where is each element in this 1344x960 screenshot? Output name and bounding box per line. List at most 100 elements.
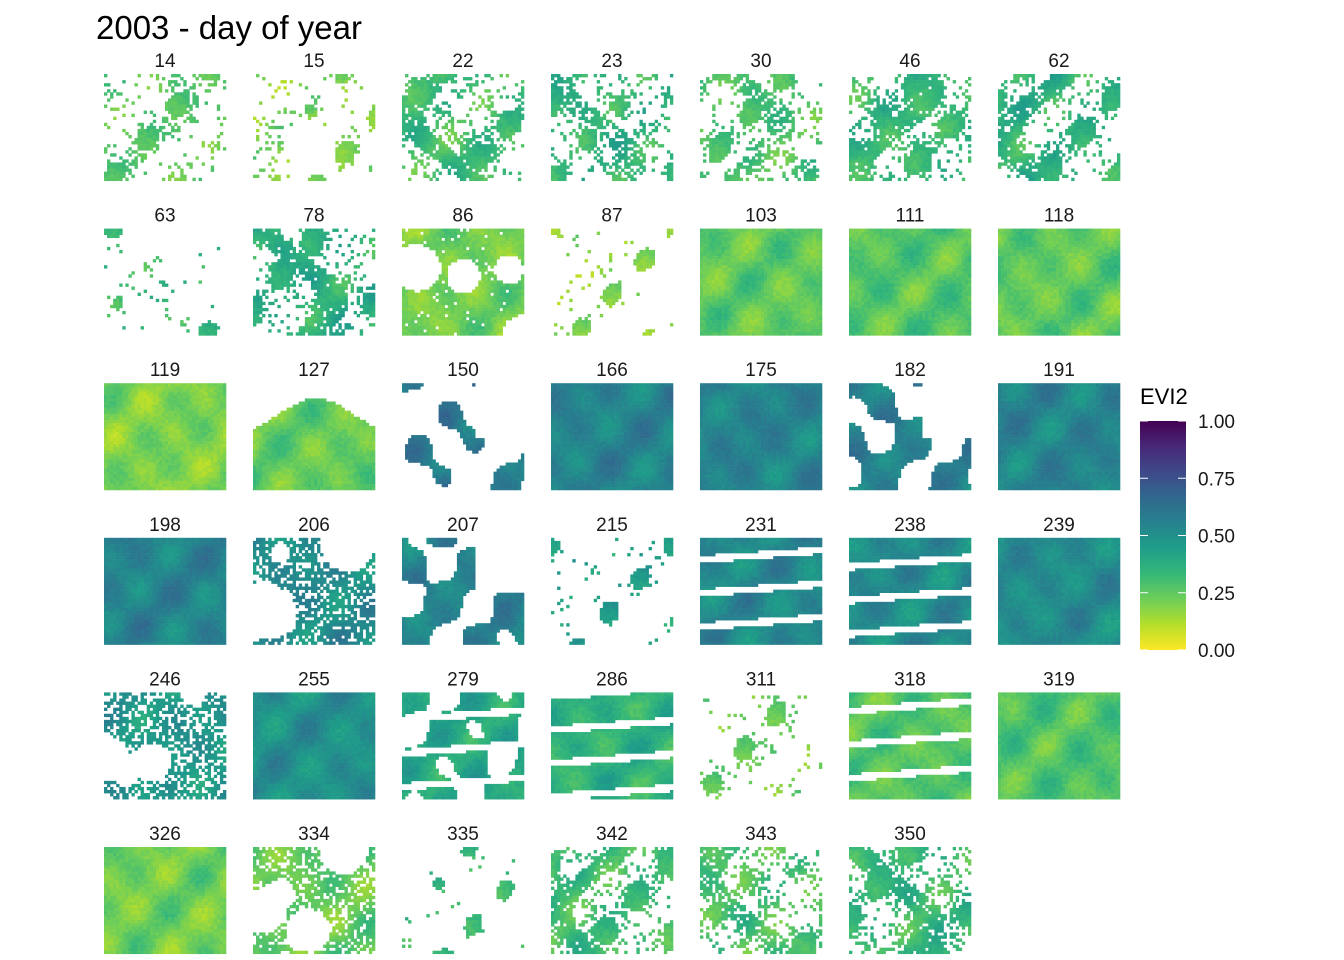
raster-cell <box>408 86 411 89</box>
raster-cell <box>180 105 183 108</box>
raster-cell <box>408 89 411 92</box>
raster-cell <box>144 141 147 144</box>
raster-cell <box>497 253 500 256</box>
raster-cell <box>107 159 110 162</box>
raster-cell <box>131 101 134 104</box>
raster-cell <box>314 98 317 101</box>
raster-cell <box>889 117 892 120</box>
raster-cell <box>560 95 563 98</box>
raster-cell <box>317 329 320 332</box>
raster-cell <box>110 172 113 175</box>
raster-cell <box>1090 129 1093 132</box>
raster-cell <box>506 95 509 98</box>
raster-cell <box>1056 86 1059 89</box>
raster-cell <box>876 123 879 126</box>
raster-cell <box>618 98 621 101</box>
raster-cell <box>621 89 624 92</box>
raster-cell <box>515 293 518 296</box>
raster-cell <box>417 132 420 135</box>
raster-cell <box>618 172 621 175</box>
raster-cell <box>280 141 283 144</box>
raster-cell <box>1004 123 1007 126</box>
raster-cell <box>1059 162 1062 165</box>
raster-cell <box>487 89 490 92</box>
raster-cell <box>779 101 782 104</box>
raster-cell <box>290 262 293 265</box>
raster-cell <box>919 86 922 89</box>
raster-cell <box>414 172 417 175</box>
raster-cell <box>652 159 655 162</box>
raster-cell <box>1096 89 1099 92</box>
raster-cell <box>445 132 448 135</box>
raster-cell <box>718 77 721 80</box>
raster-cell <box>475 175 478 178</box>
raster-cell <box>795 172 798 175</box>
raster-cell <box>429 150 432 153</box>
raster-cell <box>1071 144 1074 147</box>
raster-cell <box>624 138 627 141</box>
raster-cell <box>320 320 323 323</box>
raster-cell <box>779 80 782 83</box>
raster-cell <box>481 280 484 283</box>
raster-cell <box>348 147 351 150</box>
raster-cell <box>439 253 442 256</box>
raster-cell <box>165 314 168 317</box>
raster-cell <box>873 144 876 147</box>
raster-cell <box>171 86 174 89</box>
raster-cell <box>956 111 959 114</box>
raster-cell <box>925 162 928 165</box>
raster-cell <box>886 178 889 181</box>
raster-cell <box>475 156 478 159</box>
raster-cell <box>442 114 445 117</box>
raster-cell <box>363 235 366 238</box>
raster-cell <box>1111 117 1114 120</box>
raster-cell <box>767 108 770 111</box>
raster-cell <box>727 132 730 135</box>
raster-cell <box>497 244 500 247</box>
raster-cell <box>849 175 852 178</box>
raster-cell <box>205 326 208 329</box>
raster-cell <box>436 123 439 126</box>
raster-cell <box>280 247 283 250</box>
raster-cell <box>913 123 916 126</box>
raster-cell <box>472 153 475 156</box>
raster-cell <box>329 74 332 77</box>
raster-cell <box>512 126 515 129</box>
raster-cell <box>320 241 323 244</box>
raster-cell <box>852 159 855 162</box>
raster-cell <box>411 105 414 108</box>
raster-cell <box>363 253 366 256</box>
raster-cell <box>712 147 715 150</box>
raster-cell <box>819 111 822 114</box>
raster-cell <box>1019 74 1022 77</box>
raster-cell <box>1001 126 1004 129</box>
raster-cell <box>758 117 761 120</box>
raster-cell <box>411 77 414 80</box>
raster-cell <box>274 299 277 302</box>
raster-cell <box>950 123 953 126</box>
raster-cell <box>782 120 785 123</box>
raster-cell <box>928 95 931 98</box>
raster-cell <box>889 135 892 138</box>
raster-cell <box>411 86 414 89</box>
raster-cell <box>1056 150 1059 153</box>
raster-cell <box>332 277 335 280</box>
raster-cell <box>463 132 466 135</box>
raster-cell <box>785 114 788 117</box>
raster-cell <box>202 332 205 335</box>
raster-cell <box>478 244 481 247</box>
raster-cell <box>405 293 408 296</box>
raster-cell <box>1102 95 1105 98</box>
raster-cell <box>189 162 192 165</box>
raster-cell <box>433 175 436 178</box>
raster-cell <box>1010 80 1013 83</box>
raster-cell <box>475 135 478 138</box>
raster-cell <box>1019 141 1022 144</box>
raster-cell <box>314 238 317 241</box>
raster-cell <box>1032 95 1035 98</box>
raster-cell <box>1056 175 1059 178</box>
raster-cell <box>594 74 597 77</box>
raster-cell <box>408 101 411 104</box>
raster-cell <box>144 144 147 147</box>
raster-cell <box>402 95 405 98</box>
